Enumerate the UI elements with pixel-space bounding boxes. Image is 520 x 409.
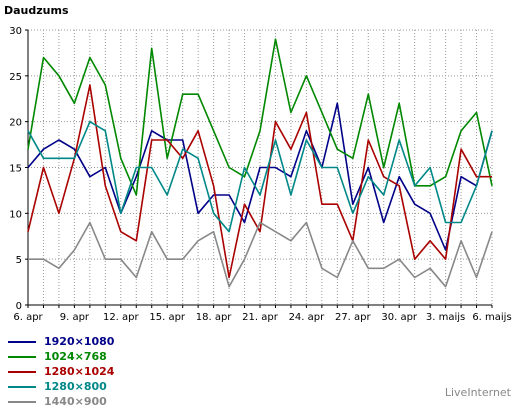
- legend-item: 1280×800: [8, 379, 114, 394]
- legend-label: 1280×800: [44, 380, 107, 393]
- x-tick-label: 3. maijs: [426, 312, 465, 323]
- legend-item: 1440×900: [8, 394, 114, 409]
- series-line: [27, 102, 493, 251]
- axes: [25, 29, 493, 308]
- grid: [28, 29, 493, 305]
- legend-item: 1280×1024: [8, 364, 114, 379]
- y-tick-label: 25: [9, 72, 22, 83]
- y-tick-label: 15: [9, 164, 22, 175]
- legend-label: 1440×900: [44, 395, 107, 408]
- x-tick-label: 18. apr: [196, 312, 233, 323]
- y-tick-label: 10: [9, 209, 22, 220]
- y-tick-label: 0: [16, 301, 22, 312]
- legend-item: 1024×768: [8, 349, 114, 364]
- series-line: [27, 120, 493, 233]
- series-line: [28, 221, 493, 288]
- legend-swatch: [8, 340, 36, 343]
- x-tick-labels: 6. apr 9. apr 12. apr 15. apr 18. apr 21. apr…: [13, 312, 511, 323]
- legend-label: 1024×768: [44, 350, 107, 363]
- x-tick-label: 15. apr: [149, 312, 186, 323]
- legend-label: 1280×1024: [44, 365, 115, 378]
- legend-item: 1920×1080: [8, 334, 114, 349]
- series-lines: [27, 38, 493, 288]
- series-line: [27, 84, 492, 279]
- legend-swatch: [8, 400, 36, 403]
- legend-swatch: [8, 355, 36, 358]
- y-tick-label: 5: [16, 255, 22, 266]
- liveinternet-brand: LiveInternet: [444, 386, 511, 399]
- y-tick-label: 20: [9, 118, 22, 129]
- x-tick-label: 27. apr: [335, 312, 372, 323]
- x-tick-label: 6. apr: [13, 312, 43, 323]
- legend-label: 1920×1080: [44, 335, 115, 348]
- y-tick-label: 30: [9, 26, 22, 37]
- legend: 1920×1080 1024×768 1280×1024 1280×800 1440×9…: [8, 334, 114, 409]
- x-tick-label: 21. apr: [242, 312, 279, 323]
- x-tick-label: 12. apr: [103, 312, 140, 323]
- x-tick-label: 9. apr: [60, 312, 90, 323]
- x-tick-label: 30. apr: [381, 312, 418, 323]
- legend-swatch: [8, 385, 36, 388]
- legend-swatch: [8, 370, 36, 373]
- x-tick-label: 6. maijs: [472, 312, 511, 323]
- chart-title: Daudzums: [4, 4, 69, 17]
- x-tick-label: 24. apr: [289, 312, 326, 323]
- y-tick-labels: 0 5 10 15 20 25 30: [9, 26, 22, 312]
